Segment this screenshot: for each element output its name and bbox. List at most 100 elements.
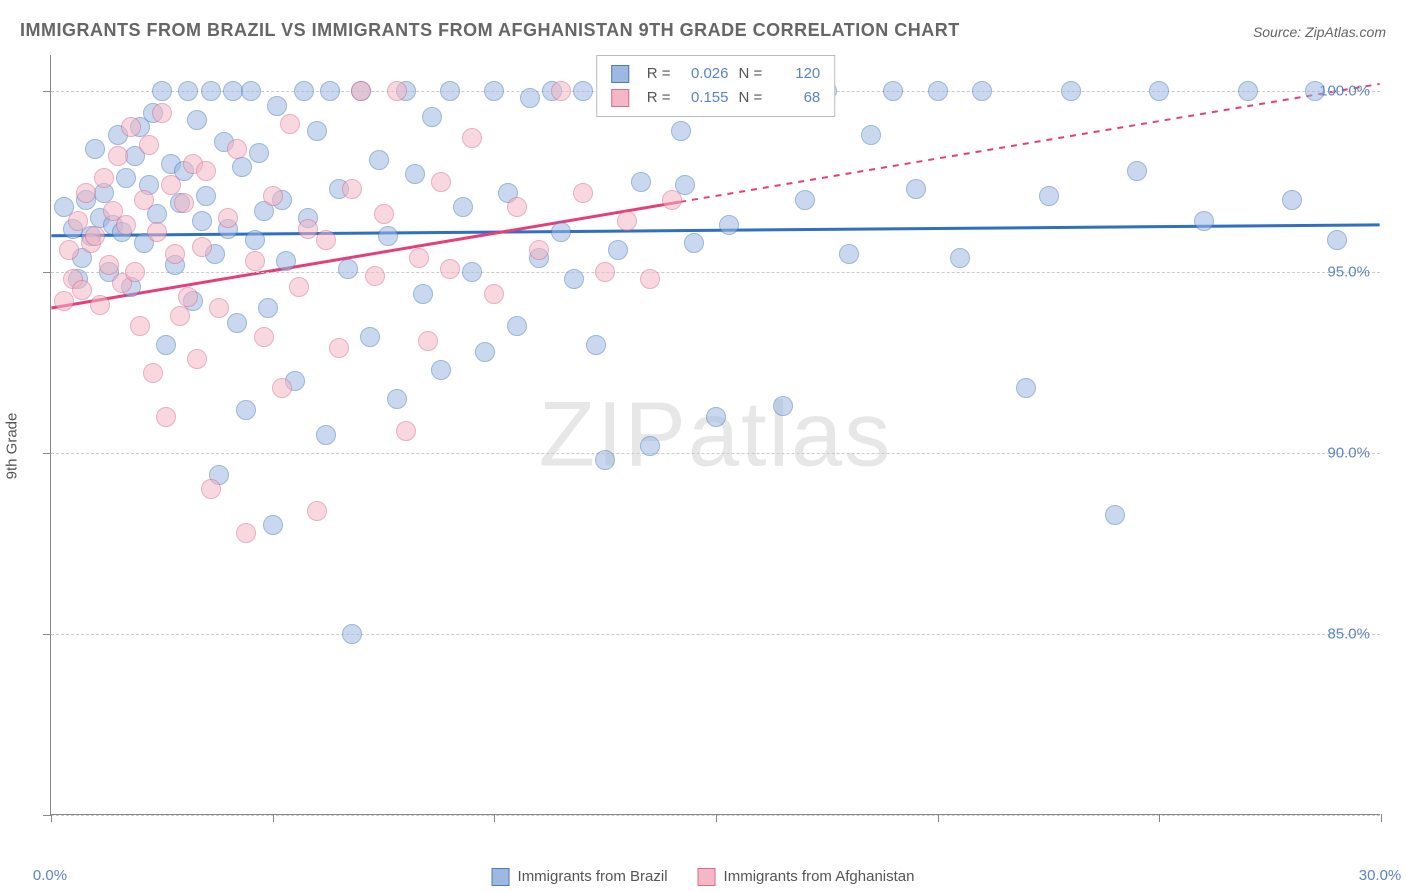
source-label: Source: ZipAtlas.com xyxy=(1253,24,1386,40)
data-point-brazil xyxy=(586,335,606,355)
data-point-afghanistan xyxy=(152,103,172,123)
data-point-afghanistan xyxy=(440,259,460,279)
scatter-chart: ZIPatlas R =0.026N =120R =0.155N =68 85.… xyxy=(50,55,1380,815)
data-point-brazil xyxy=(276,251,296,271)
legend-label: Immigrants from Brazil xyxy=(518,868,668,885)
data-point-brazil xyxy=(241,81,261,101)
data-point-brazil xyxy=(249,143,269,163)
y-tick xyxy=(43,634,51,635)
data-point-afghanistan xyxy=(125,262,145,282)
y-tick xyxy=(43,453,51,454)
x-tick xyxy=(273,814,274,822)
y-tick-label: 85.0% xyxy=(1327,626,1370,643)
data-point-brazil xyxy=(1105,505,1125,525)
data-point-afghanistan xyxy=(289,277,309,297)
legend-item: Immigrants from Brazil xyxy=(492,868,668,886)
data-point-afghanistan xyxy=(59,240,79,260)
data-point-afghanistan xyxy=(116,215,136,235)
gridline-horizontal xyxy=(51,272,1380,273)
data-point-brazil xyxy=(1305,81,1325,101)
legend-correlation-row: R =0.155N =68 xyxy=(611,86,821,110)
y-tick xyxy=(43,815,51,816)
x-tick xyxy=(1381,814,1382,822)
data-point-brazil xyxy=(232,157,252,177)
data-point-brazil xyxy=(360,327,380,347)
data-point-afghanistan xyxy=(192,237,212,257)
data-point-brazil xyxy=(245,230,265,250)
data-point-brazil xyxy=(719,215,739,235)
data-point-afghanistan xyxy=(227,139,247,159)
data-point-afghanistan xyxy=(85,226,105,246)
x-tick xyxy=(938,814,939,822)
data-point-afghanistan xyxy=(245,251,265,271)
data-point-brazil xyxy=(1327,230,1347,250)
data-point-afghanistan xyxy=(307,501,327,521)
data-point-brazil xyxy=(520,88,540,108)
chart-title: IMMIGRANTS FROM BRAZIL VS IMMIGRANTS FRO… xyxy=(20,20,960,41)
r-value: 0.155 xyxy=(681,86,729,110)
legend-correlation-row: R =0.026N =120 xyxy=(611,62,821,86)
data-point-brazil xyxy=(608,240,628,260)
data-point-afghanistan xyxy=(147,222,167,242)
y-tick-label: 100.0% xyxy=(1319,83,1370,100)
data-point-brazil xyxy=(342,624,362,644)
data-point-afghanistan xyxy=(329,338,349,358)
y-tick xyxy=(43,91,51,92)
data-point-brazil xyxy=(227,313,247,333)
n-value: 120 xyxy=(772,62,820,86)
data-point-brazil xyxy=(1016,378,1036,398)
x-tick-label: 30.0% xyxy=(1359,867,1402,884)
x-tick-label: 0.0% xyxy=(33,867,67,884)
data-point-brazil xyxy=(1238,81,1258,101)
legend-label: Immigrants from Afghanistan xyxy=(724,868,915,885)
y-tick xyxy=(43,272,51,273)
data-point-afghanistan xyxy=(90,295,110,315)
legend-item: Immigrants from Afghanistan xyxy=(698,868,915,886)
data-point-brazil xyxy=(316,425,336,445)
r-label: R = xyxy=(647,86,671,110)
data-point-afghanistan xyxy=(662,190,682,210)
legend-correlation-box: R =0.026N =120R =0.155N =68 xyxy=(596,55,836,117)
data-point-afghanistan xyxy=(272,378,292,398)
data-point-brazil xyxy=(462,262,482,282)
data-point-afghanistan xyxy=(387,81,407,101)
data-point-brazil xyxy=(631,172,651,192)
data-point-brazil xyxy=(294,81,314,101)
data-point-brazil xyxy=(1039,186,1059,206)
trend-line-afghanistan xyxy=(51,202,680,308)
source-name: ZipAtlas.com xyxy=(1305,24,1386,40)
watermark-thin: atlas xyxy=(688,383,892,485)
n-label: N = xyxy=(739,62,763,86)
data-point-afghanistan xyxy=(462,128,482,148)
data-point-afghanistan xyxy=(94,168,114,188)
data-point-afghanistan xyxy=(409,248,429,268)
r-label: R = xyxy=(647,62,671,86)
data-point-brazil xyxy=(1282,190,1302,210)
data-point-afghanistan xyxy=(236,523,256,543)
data-point-brazil xyxy=(507,316,527,336)
data-point-brazil xyxy=(551,222,571,242)
data-point-brazil xyxy=(564,269,584,289)
data-point-brazil xyxy=(773,396,793,416)
n-value: 68 xyxy=(772,86,820,110)
data-point-afghanistan xyxy=(121,117,141,137)
data-point-brazil xyxy=(201,81,221,101)
data-point-brazil xyxy=(453,197,473,217)
x-tick xyxy=(716,814,717,822)
data-point-afghanistan xyxy=(431,172,451,192)
data-point-brazil xyxy=(640,436,660,456)
data-point-brazil xyxy=(258,298,278,318)
data-point-afghanistan xyxy=(351,81,371,101)
data-point-brazil xyxy=(475,342,495,362)
data-point-brazil xyxy=(1149,81,1169,101)
data-point-brazil xyxy=(1127,161,1147,181)
data-point-brazil xyxy=(156,335,176,355)
data-point-brazil xyxy=(267,96,287,116)
data-point-afghanistan xyxy=(507,197,527,217)
data-point-afghanistan xyxy=(178,287,198,307)
data-point-afghanistan xyxy=(130,316,150,336)
data-point-afghanistan xyxy=(139,135,159,155)
data-point-afghanistan xyxy=(316,230,336,250)
data-point-afghanistan xyxy=(134,190,154,210)
data-point-brazil xyxy=(405,164,425,184)
